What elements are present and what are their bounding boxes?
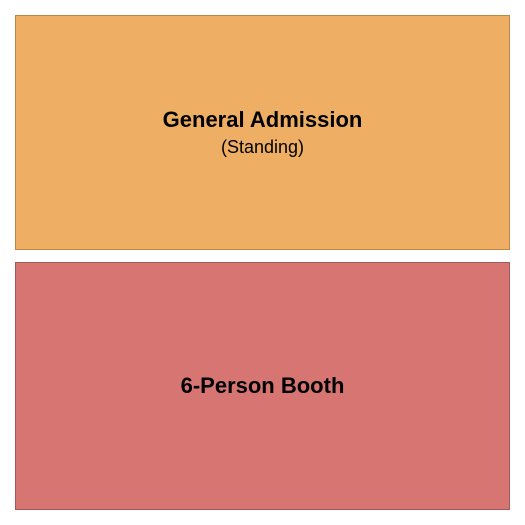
general-admission-section[interactable]: General Admission (Standing): [15, 15, 510, 250]
general-admission-subtitle: (Standing): [221, 137, 304, 158]
general-admission-title: General Admission: [163, 107, 363, 133]
booth-title: 6-Person Booth: [181, 373, 345, 399]
booth-section[interactable]: 6-Person Booth: [15, 262, 510, 510]
seating-chart-container: General Admission (Standing) 6-Person Bo…: [0, 0, 525, 525]
